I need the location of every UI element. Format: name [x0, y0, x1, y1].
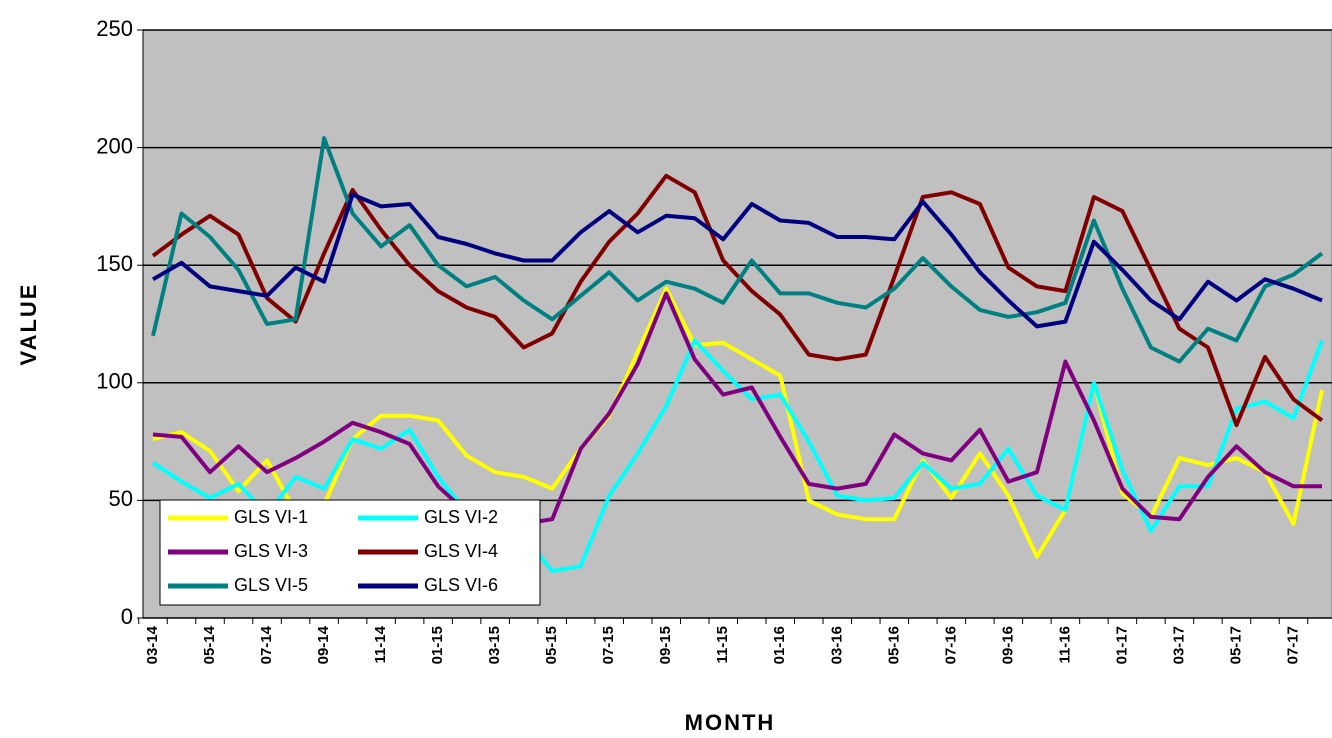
x-tick-label: 09-14	[315, 625, 332, 664]
y-tick-label: 150	[96, 251, 133, 276]
x-tick-label: 11-15	[714, 626, 731, 664]
y-tick-label: 100	[96, 369, 133, 394]
x-tick-label: 01-15	[429, 626, 446, 664]
x-tick-label: 05-14	[201, 625, 218, 664]
x-tick-label: 07-15	[600, 626, 617, 664]
x-tick-label: 01-17	[1113, 626, 1130, 664]
x-tick-label: 05-15	[543, 626, 560, 664]
x-tick-label: 11-14	[372, 625, 389, 663]
legend-label: GLS VI-1	[234, 507, 308, 527]
series-line	[152, 291, 1322, 526]
x-tick-label: 03-17	[1170, 626, 1187, 664]
x-tick-label: 07-16	[942, 626, 959, 664]
x-tick-label: 05-17	[1227, 626, 1244, 664]
x-tick-label: 05-16	[885, 626, 902, 664]
y-axis-title: VALUE	[16, 283, 41, 366]
legend-label: GLS VI-5	[234, 575, 308, 595]
y-tick-label: 50	[109, 486, 133, 511]
x-tick-label: 03-16	[828, 626, 845, 664]
series-line	[151, 338, 1324, 573]
x-tick-label: 07-17	[1284, 626, 1301, 664]
x-tick-label: 07-14	[258, 625, 275, 664]
legend-label: GLS VI-4	[424, 541, 498, 561]
legend-label: GLS VI-3	[234, 541, 308, 561]
series-line	[151, 136, 1324, 364]
x-tick-label: 09-16	[999, 626, 1016, 664]
x-tick-label: 03-15	[486, 626, 503, 664]
series-line	[151, 192, 1323, 329]
y-tick-label: 250	[96, 16, 133, 41]
x-tick-label: 11-16	[1056, 626, 1073, 664]
x-tick-label: 03-14	[144, 625, 161, 664]
y-tick-label: 200	[96, 133, 133, 158]
legend-label: GLS VI-2	[424, 507, 498, 527]
y-tick-label: 0	[121, 604, 133, 629]
x-axis-title: MONTH	[685, 710, 776, 735]
x-tick-label: 09-15	[657, 626, 674, 664]
legend-label: GLS VI-6	[424, 575, 498, 595]
x-tick-label: 01-16	[771, 626, 788, 664]
